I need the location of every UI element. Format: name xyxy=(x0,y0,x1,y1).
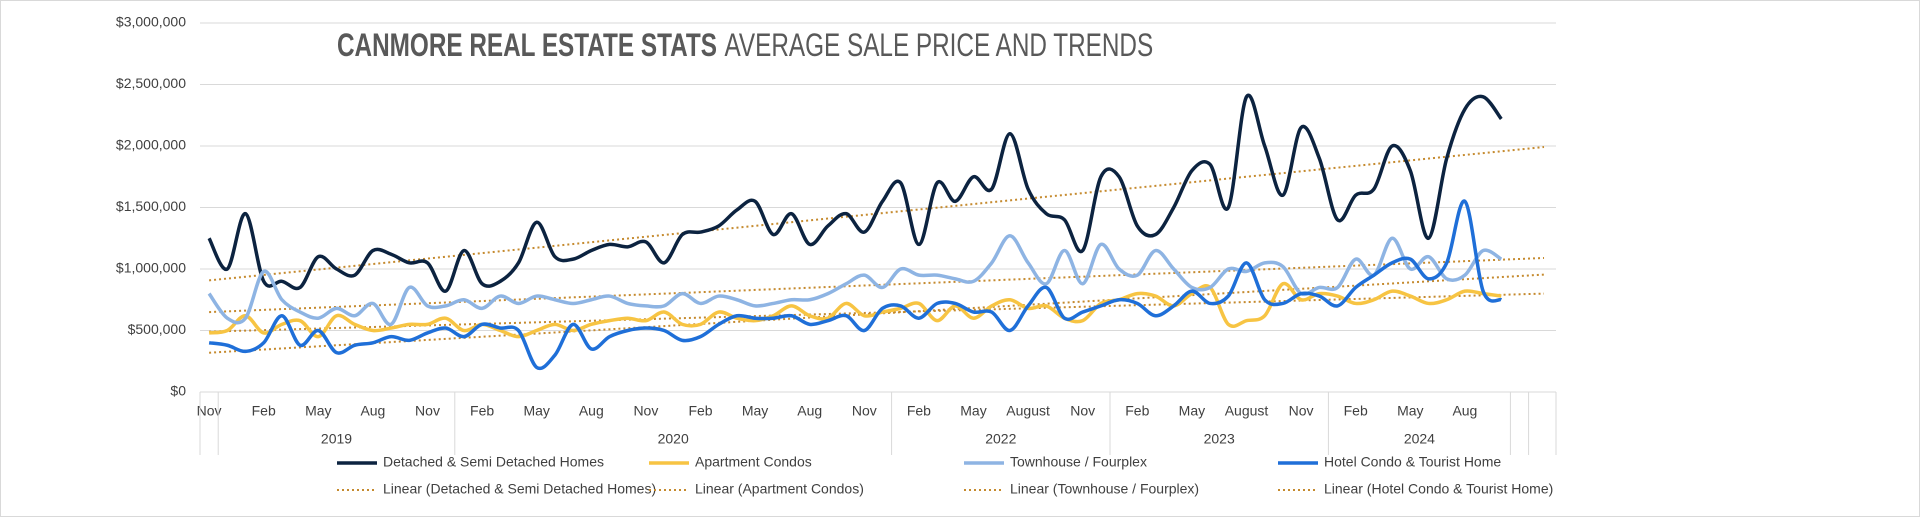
x-tick-label: August xyxy=(1225,403,1269,419)
year-label: 2020 xyxy=(658,431,689,447)
legend-label: Townhouse / Fourplex xyxy=(1010,454,1147,470)
series-line xyxy=(208,281,1502,339)
x-tick-label: May xyxy=(523,403,549,419)
year-label: 2023 xyxy=(1204,431,1235,447)
x-tick-label: Nov xyxy=(633,403,658,419)
x-tick-label: Nov xyxy=(415,403,440,419)
y-tick-label: $500,000 xyxy=(128,321,187,337)
year-label: 2019 xyxy=(321,431,352,447)
legend-label: Linear (Townhouse / Fourplex) xyxy=(1010,481,1199,497)
y-tick-label: $2,000,000 xyxy=(116,137,186,153)
legend-label: Linear (Detached & Semi Detached Homes) xyxy=(383,481,656,497)
x-tick-label: Feb xyxy=(252,403,276,419)
x-tick-label: May xyxy=(305,403,331,419)
x-tick-label: May xyxy=(742,403,768,419)
x-tick-label: Aug xyxy=(579,403,604,419)
x-tick-label: Feb xyxy=(1125,403,1149,419)
y-tick-label: $1,500,000 xyxy=(116,198,186,214)
x-tick-label: Nov xyxy=(852,403,877,419)
legend-label: Apartment Condos xyxy=(695,454,812,470)
x-tick-label: Aug xyxy=(360,403,385,419)
series-line xyxy=(207,93,1503,293)
legend-label: Linear (Apartment Condos) xyxy=(695,481,864,497)
year-label: 2024 xyxy=(1404,431,1435,447)
y-tick-label: $0 xyxy=(170,383,186,399)
legend-label: Detached & Semi Detached Homes xyxy=(383,454,604,470)
chart-subtitle: AVERAGE SALE PRICE AND TRENDS xyxy=(725,27,1154,63)
x-tick-label: Feb xyxy=(688,403,712,419)
series-line xyxy=(208,199,1503,371)
year-label: 2022 xyxy=(985,431,1016,447)
x-tick-label: Aug xyxy=(1452,403,1477,419)
y-tick-label: $3,000,000 xyxy=(116,14,186,30)
x-tick-label: Feb xyxy=(1344,403,1368,419)
x-tick-label: Aug xyxy=(797,403,822,419)
x-tick-label: May xyxy=(1179,403,1205,419)
x-tick-label: Feb xyxy=(470,403,494,419)
x-tick-label: Nov xyxy=(1070,403,1095,419)
x-tick-label: August xyxy=(1006,403,1050,419)
x-tick-label: May xyxy=(960,403,986,419)
series-line xyxy=(207,234,1503,327)
chart-heading: CANMORE REAL ESTATE STATS AVERAGE SALE PR… xyxy=(337,27,1153,63)
x-tick-label: Nov xyxy=(1289,403,1314,419)
y-tick-label: $2,500,000 xyxy=(116,75,186,91)
legend-label: Linear (Hotel Condo & Tourist Home) xyxy=(1324,481,1553,497)
x-tick-label: Nov xyxy=(197,403,222,419)
chart-title: CANMORE REAL ESTATE STATS xyxy=(337,27,717,63)
x-tick-label: Feb xyxy=(907,403,931,419)
y-tick-label: $1,000,000 xyxy=(116,260,186,276)
legend-label: Hotel Condo & Tourist Home xyxy=(1324,454,1501,470)
x-tick-label: May xyxy=(1397,403,1423,419)
